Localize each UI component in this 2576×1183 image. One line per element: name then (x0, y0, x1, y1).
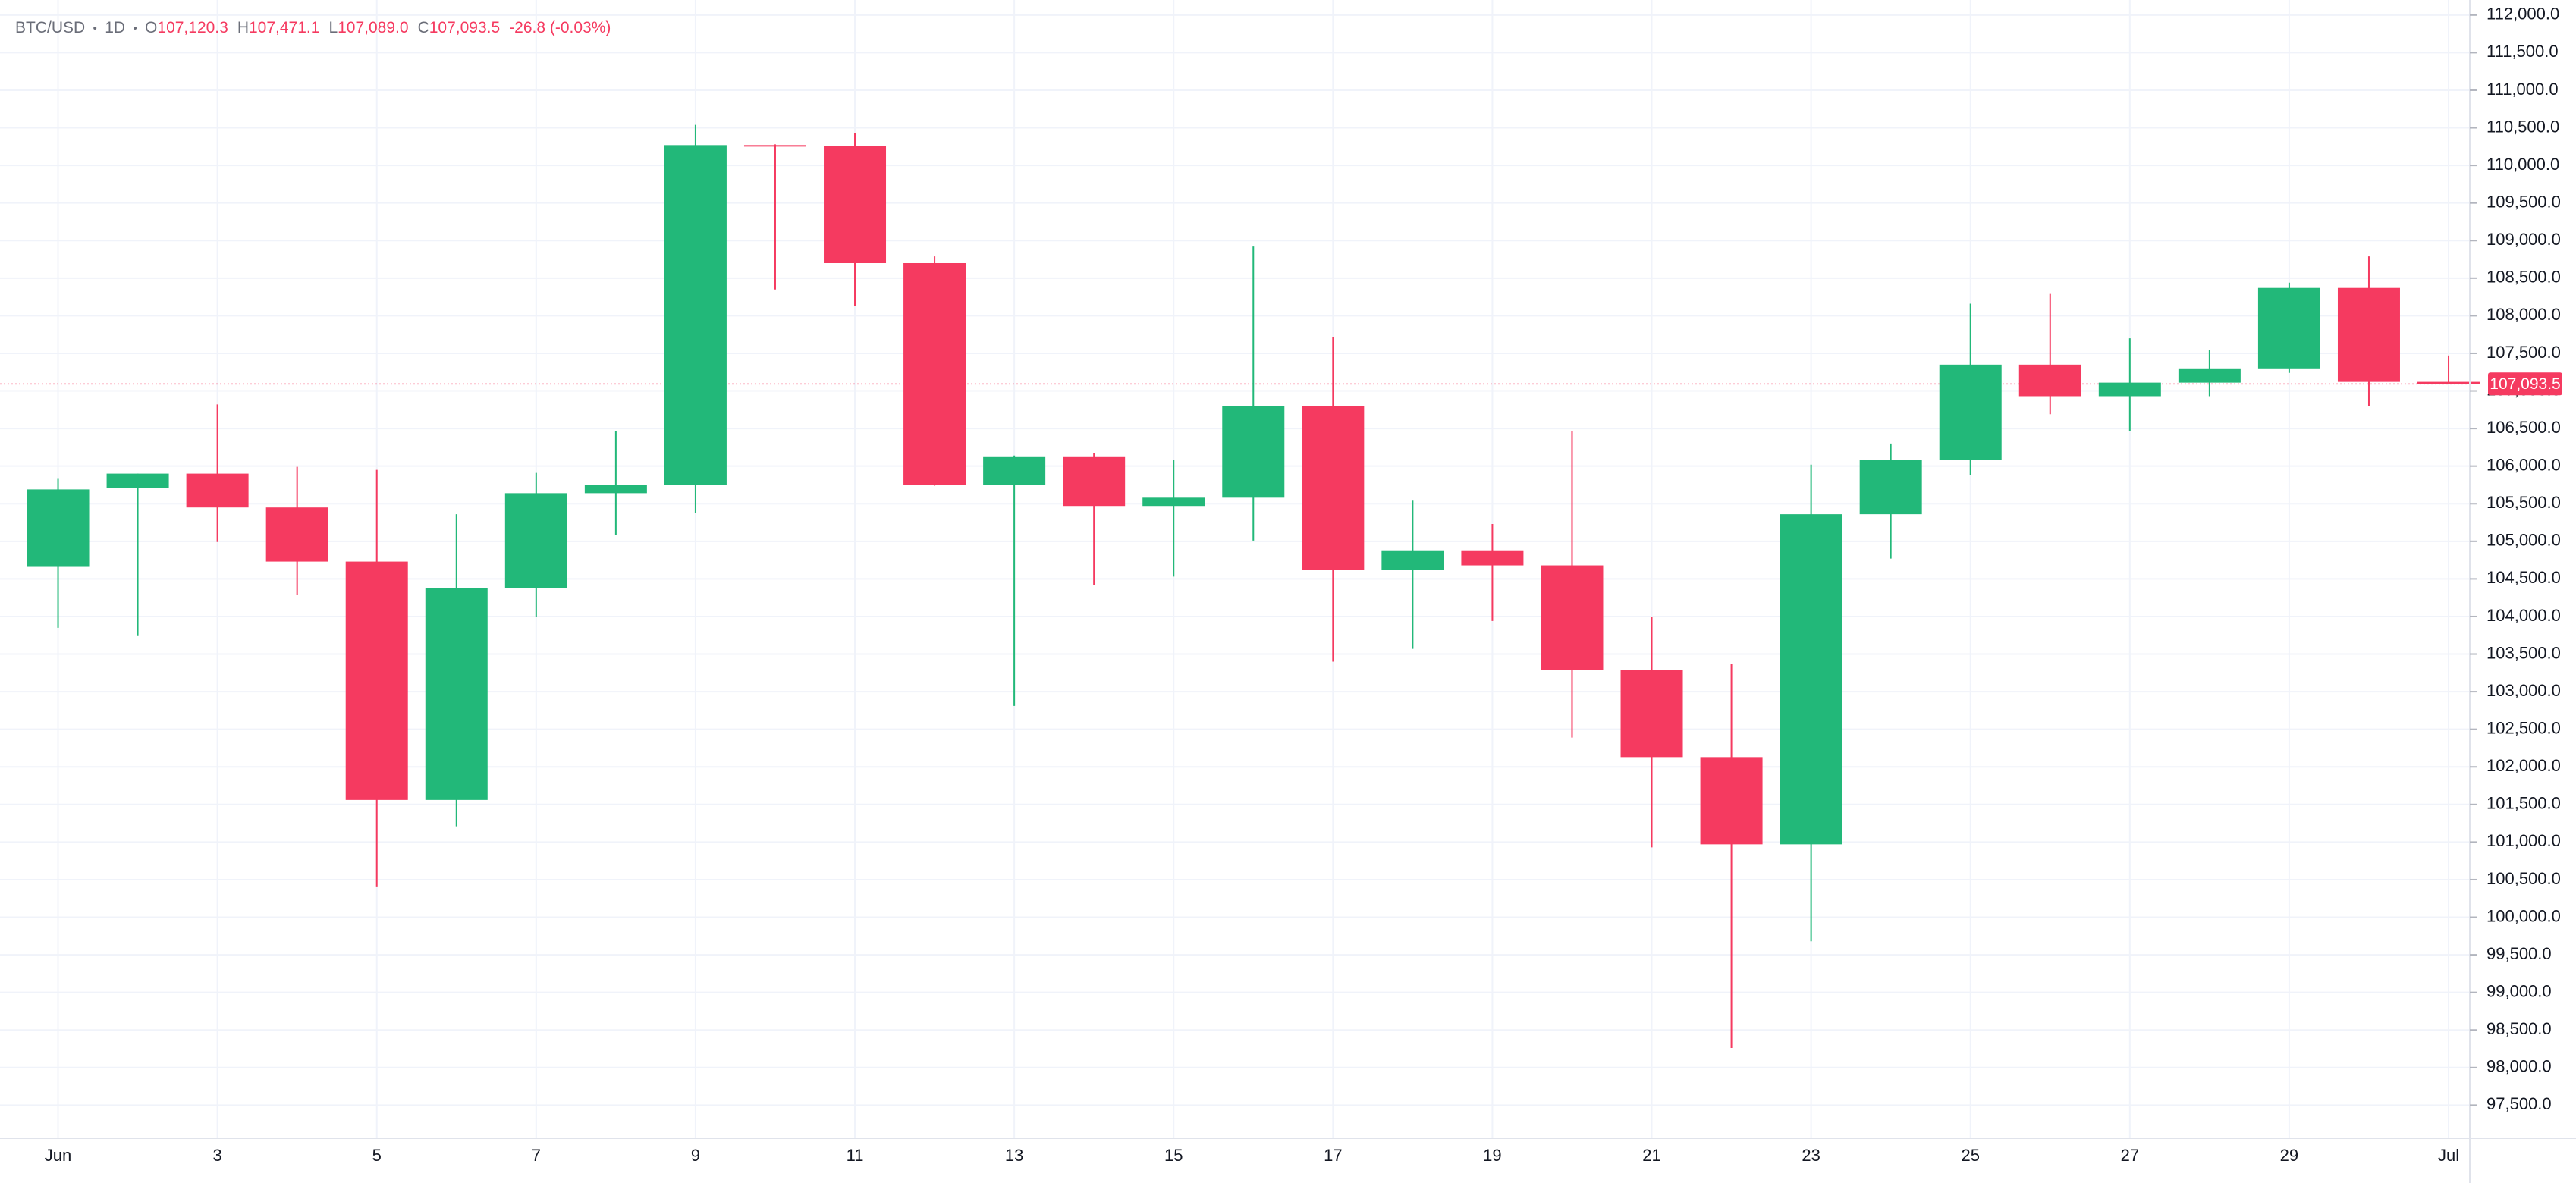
x-tick-label: 19 (1483, 1146, 1501, 1165)
candle-body (1620, 670, 1683, 758)
y-tick-label: 98,500.0 (2486, 1019, 2552, 1038)
y-tick-label: 99,500.0 (2486, 944, 2552, 963)
candle-body (106, 473, 169, 488)
candle-body (1063, 456, 1126, 507)
candle-body (1859, 460, 1922, 515)
y-tick-label: 109,500.0 (2486, 192, 2561, 211)
x-tick-label: 23 (1802, 1146, 1820, 1165)
y-tick-label: 99,000.0 (2486, 981, 2552, 1000)
candle-body (2337, 287, 2400, 382)
x-tick-label: 9 (691, 1146, 700, 1165)
candle-body (1381, 550, 1444, 570)
x-tick-label: 21 (1642, 1146, 1660, 1165)
candle-body (2178, 368, 2241, 383)
candle-body (27, 489, 90, 567)
candle-body (1142, 497, 1205, 507)
y-tick-label: 107,500.0 (2486, 343, 2561, 362)
candle-body (664, 145, 727, 485)
y-tick-label: 102,000.0 (2486, 756, 2561, 775)
x-tick-label: 7 (532, 1146, 541, 1165)
x-tick-label: 25 (1961, 1146, 1979, 1165)
x-tick-label: 13 (1005, 1146, 1023, 1165)
y-tick-label: 100,500.0 (2486, 869, 2561, 888)
y-tick-label: 110,000.0 (2486, 155, 2559, 174)
candle-body (824, 146, 887, 263)
ohlc-value: 107,089.0 (338, 19, 408, 36)
y-tick-label: 109,000.0 (2486, 230, 2561, 249)
candle-body (2018, 364, 2081, 397)
candle-body (2098, 382, 2161, 397)
candle-body (504, 493, 567, 588)
x-tick-label: 15 (1164, 1146, 1183, 1165)
y-tick-label: 98,000.0 (2486, 1057, 2552, 1076)
interval: 1D (105, 19, 125, 36)
ohlc-value: 107,093.5 (429, 19, 500, 36)
y-tick-label: 106,000.0 (2486, 455, 2561, 474)
candle-body (1461, 550, 1524, 566)
candle-body (2257, 287, 2320, 369)
candles (27, 124, 2480, 1049)
y-tick-label: 108,500.0 (2486, 268, 2561, 287)
x-tick-label: 5 (372, 1146, 382, 1165)
candle-body (425, 588, 488, 800)
x-tick-label: 29 (2280, 1146, 2298, 1165)
y-tick-label: 110,500.0 (2486, 117, 2559, 136)
candle-body (186, 473, 249, 508)
y-tick-label: 100,000.0 (2486, 906, 2561, 925)
candle-body (1541, 565, 1604, 670)
y-tick-label: 101,000.0 (2486, 831, 2561, 850)
x-tick-label: 3 (213, 1146, 222, 1165)
candle-body (743, 145, 806, 147)
candle-body (1302, 406, 1365, 570)
y-tick-label: 111,000.0 (2486, 80, 2559, 99)
candle-body (1700, 757, 1763, 845)
y-tick-label: 103,000.0 (2486, 681, 2561, 700)
y-tick-label: 104,500.0 (2486, 568, 2561, 587)
candle-body (1780, 514, 1842, 845)
symbol: BTC/USD (15, 19, 85, 36)
y-tick-label: 101,500.0 (2486, 794, 2561, 813)
x-tick-label: 11 (847, 1146, 864, 1165)
y-tick-label: 103,500.0 (2486, 643, 2561, 662)
y-tick-label: 102,500.0 (2486, 718, 2561, 737)
y-tick-label: 105,000.0 (2486, 531, 2561, 550)
x-tick-label: 17 (1324, 1146, 1342, 1165)
ohlc-key: C (418, 19, 429, 36)
last-price-label: 107,093.5 (2490, 375, 2560, 393)
y-tick-label: 97,500.0 (2486, 1094, 2552, 1113)
ohlc-value: 107,471.1 (249, 19, 319, 36)
ohlc-key: L (328, 19, 338, 36)
x-tick-label: Jun (45, 1146, 71, 1165)
candle-body (1222, 406, 1285, 498)
header-separator (93, 27, 97, 30)
y-tick-label: 106,500.0 (2486, 418, 2561, 437)
header-separator (134, 27, 137, 30)
y-tick-label: 104,000.0 (2486, 606, 2561, 625)
last-price-tag (2488, 372, 2562, 396)
candle-body (345, 561, 408, 800)
candle-body (903, 262, 966, 485)
candle-body (2417, 381, 2480, 384)
candle-body (265, 507, 328, 562)
y-tick-label: 111,500.0 (2486, 42, 2559, 61)
x-tick-label: 27 (2121, 1146, 2139, 1165)
change: -26.8 (-0.03%) (509, 19, 611, 36)
ohlc-key: H (237, 19, 249, 36)
candle-body (584, 485, 647, 494)
x-tick-label: Jul (2438, 1146, 2459, 1165)
axes: 97,500.0 98,000.0 98,500.0 99,000.0 99,500.0… (45, 5, 2562, 1165)
y-tick-label: 108,000.0 (2486, 305, 2561, 324)
header: BTC/USD 1D O107,120.3 H107,471.1 L107,089.0 C… (15, 19, 611, 36)
y-tick-label: 105,500.0 (2486, 493, 2561, 512)
y-tick-label: 112,000.0 (2486, 5, 2559, 24)
candle-body (1939, 364, 2002, 460)
ohlc-value: 107,120.3 (157, 19, 228, 36)
ohlc-key: O (145, 19, 157, 36)
candle-body (983, 456, 1046, 485)
